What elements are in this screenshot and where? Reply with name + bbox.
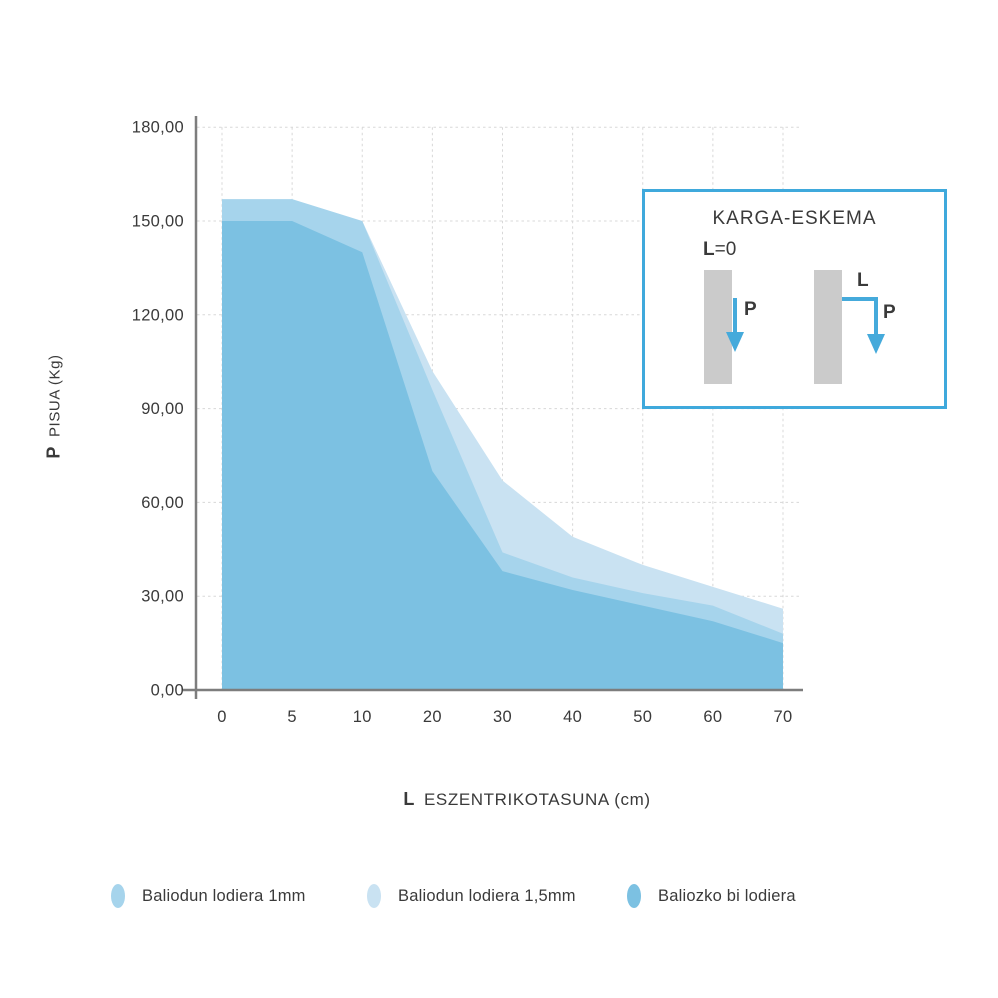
inset-label-l0-rest: =0 <box>714 239 737 260</box>
x-tick-label: 50 <box>633 708 652 726</box>
x-tick-label: 60 <box>703 708 722 726</box>
right-load-arrow-head-icon <box>867 334 885 354</box>
legend-item-1-5mm: Baliodun lodiera 1,5mm <box>367 884 576 908</box>
x-tick-label: 0 <box>217 708 226 726</box>
legend-label-1mm: Baliodun lodiera 1mm <box>142 886 306 905</box>
x-tick-label: 10 <box>353 708 372 726</box>
legend-item-bi-lodiera: Baliozko bi lodiera <box>627 884 796 908</box>
area-series-baliozko-bi-lodiera <box>222 220 783 689</box>
y-axis-symbol: P <box>43 446 64 459</box>
x-tick-label: 40 <box>563 708 582 726</box>
y-tick-label: 90,00 <box>141 400 184 418</box>
y-tick-label: 180,00 <box>132 119 184 137</box>
y-tick-label: 150,00 <box>132 212 184 230</box>
column-right-rect <box>814 270 842 384</box>
y-tick-label: 30,00 <box>141 588 184 606</box>
x-axis-symbol: L <box>403 789 415 809</box>
inset-label-l0-symbol: L <box>703 239 715 260</box>
x-tick-label: 20 <box>423 708 442 726</box>
y-tick-label: 0,00 <box>151 682 184 700</box>
inset-label-p-left: P <box>744 299 757 320</box>
left-load-arrow-head-icon <box>726 332 744 352</box>
legend-label-1-5mm: Baliodun lodiera 1,5mm <box>398 886 576 905</box>
x-tick-label: 5 <box>287 708 296 726</box>
inset-label-p-right: P <box>883 302 896 323</box>
x-axis-label: ESZENTRIKOTASUNA (cm) <box>423 790 651 809</box>
y-axis-label: PISUA (Kg) <box>46 354 64 438</box>
area-chart: 0,00 30,00 60,00 90,00 120,00 150,00 180,00 0 5 1… <box>132 116 803 726</box>
legend-swatch-1-5mm-icon <box>367 884 381 908</box>
inset-label-l0: L=0 <box>703 239 736 261</box>
karga-eskema-inset: KARGA-ESKEMA L=0 P L P <box>642 189 947 409</box>
inset-title: KARGA-ESKEMA <box>712 208 877 229</box>
x-axis-title: L ESZENTRIKOTASUNA (cm) <box>227 789 827 810</box>
legend: Baliodun lodiera 1mm Baliodun lodiera 1,… <box>0 880 998 914</box>
left-load-arrow-shaft <box>733 298 737 334</box>
right-load-arrow-shaft <box>874 297 878 336</box>
right-eccentricity-bar <box>842 297 878 301</box>
legend-swatch-1mm-icon <box>111 884 125 908</box>
legend-swatch-bi-lodiera-icon <box>627 884 641 908</box>
legend-label-bi-lodiera: Baliozko bi lodiera <box>658 886 796 905</box>
column-left-rect <box>704 270 732 384</box>
x-tick-label: 30 <box>493 708 512 726</box>
y-tick-label: 120,00 <box>132 306 184 324</box>
legend-item-1mm: Baliodun lodiera 1mm <box>111 884 306 908</box>
y-tick-label: 60,00 <box>141 494 184 512</box>
inset-label-l-right: L <box>857 270 869 291</box>
x-tick-label: 70 <box>774 708 793 726</box>
y-axis-title: P PISUA (Kg) <box>44 337 65 477</box>
